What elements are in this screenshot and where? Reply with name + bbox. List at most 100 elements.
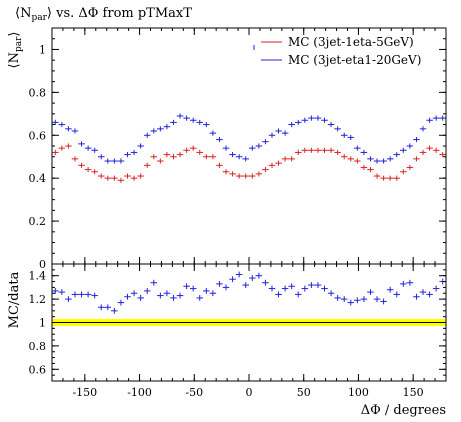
data-point-series-2	[97, 154, 105, 160]
data-point-series-1	[413, 156, 420, 162]
data-point-series-2	[373, 158, 381, 164]
data-point-series-1	[367, 167, 374, 173]
data-point-series-1	[216, 162, 223, 168]
ratio-point	[321, 285, 328, 292]
ratio-point	[196, 295, 204, 301]
data-point-series-2	[262, 139, 269, 145]
data-point-series-1	[262, 167, 269, 173]
data-point-series-1	[301, 147, 309, 153]
data-point-series-1	[360, 164, 368, 171]
data-point-series-2	[242, 156, 249, 162]
ratio-point	[262, 279, 269, 286]
data-point-series-1	[222, 169, 230, 175]
data-point-series-2	[347, 134, 355, 140]
data-point-series-2	[137, 143, 144, 149]
data-point-series-1	[203, 154, 210, 160]
data-point-series-1	[288, 156, 295, 162]
ratio-point	[367, 289, 374, 296]
data-point-series-2	[360, 149, 368, 156]
data-point-series-1	[84, 167, 92, 173]
data-point-series-2	[91, 147, 98, 153]
x-tick-label: 100	[348, 386, 369, 399]
data-point-series-1	[65, 143, 72, 149]
ratio-point	[373, 296, 381, 303]
data-point-series-2	[406, 143, 414, 149]
data-point-series-1	[400, 169, 407, 175]
ratio-y-tick-label: 0.8	[29, 340, 47, 353]
data-point-series-1	[170, 154, 177, 160]
ratio-point	[255, 272, 263, 279]
data-point-series-2	[439, 115, 446, 121]
ratio-reference-band	[52, 318, 446, 327]
data-point-series-1	[419, 149, 427, 156]
ratio-point	[347, 299, 355, 306]
data-point-series-1	[157, 158, 164, 164]
ratio-point	[71, 291, 79, 298]
data-point-series-1	[268, 162, 276, 168]
data-point-series-2	[117, 158, 125, 164]
ratio-point	[52, 287, 59, 294]
data-point-series-2	[65, 126, 72, 132]
data-point-series-1	[340, 154, 348, 160]
data-point-series-2	[157, 126, 164, 132]
data-point-series-2	[288, 121, 295, 128]
ratio-point	[275, 291, 282, 298]
data-point-series-1	[183, 147, 190, 153]
data-point-series-1	[327, 147, 335, 153]
ratio-point	[117, 299, 125, 306]
data-point-series-1	[104, 175, 112, 181]
x-tick-label: -150	[72, 386, 97, 399]
ratio-point	[170, 295, 177, 301]
data-point-series-1	[235, 173, 243, 179]
data-point-series-1	[163, 152, 171, 158]
data-point-series-2	[426, 117, 433, 123]
ratio-y-tick-label: 1.2	[29, 293, 47, 306]
data-point-series-2	[130, 149, 138, 156]
data-point-series-1	[143, 162, 151, 168]
data-point-series-2	[294, 119, 302, 125]
data-point-series-2	[104, 158, 112, 164]
ratio-point	[97, 304, 105, 311]
chart-title: ⟨Npar⟩ vs. ΔΦ from pTMaxT	[15, 6, 192, 23]
data-point-series-1	[91, 169, 98, 175]
y-tick-label: 0.6	[29, 129, 47, 142]
y-axis-label: ⟨Npar⟩	[7, 32, 24, 69]
ratio-point	[419, 289, 427, 296]
legend-label-series-2: MC (3jet-eta1-20GeV)	[288, 53, 421, 67]
data-point-series-2	[203, 121, 210, 128]
data-point-series-1	[439, 152, 446, 158]
data-point-series-2	[58, 121, 66, 128]
data-point-series-2	[196, 119, 204, 125]
y-tick-label: 0	[39, 258, 46, 271]
ratio-point	[294, 291, 302, 298]
data-point-series-2	[170, 119, 177, 125]
ratio-point	[91, 292, 98, 299]
data-point-series-1	[347, 156, 355, 162]
ratio-point	[308, 282, 315, 288]
ratio-point	[203, 287, 210, 294]
data-point-series-2	[229, 152, 236, 158]
data-point-series-1	[334, 149, 341, 156]
ratio-point	[327, 290, 335, 297]
ratio-y-tick-label: 0.6	[29, 363, 47, 376]
data-point-series-2	[340, 132, 348, 138]
data-point-series-2	[314, 115, 322, 121]
data-point-series-1	[130, 175, 138, 181]
ratio-point	[111, 307, 118, 314]
ratio-point	[229, 276, 236, 283]
ratio-point	[176, 292, 184, 299]
data-point-series-1	[58, 145, 66, 151]
data-point-series-2	[281, 130, 289, 136]
data-point-series-2	[111, 158, 118, 164]
ratio-point	[380, 298, 387, 305]
data-point-series-1	[52, 149, 59, 156]
data-point-series-2	[209, 130, 217, 136]
data-point-series-1	[150, 154, 158, 160]
legend: MC (3jet-1eta-5GeV) MC (3jet-eta1-20GeV)	[253, 35, 421, 67]
data-point-series-2	[400, 147, 407, 153]
data-point-series-2	[334, 126, 341, 132]
data-point-series-2	[255, 143, 263, 149]
data-point-series-1	[189, 145, 197, 151]
x-tick-label: 50	[297, 386, 311, 399]
ratio-point	[288, 283, 295, 290]
